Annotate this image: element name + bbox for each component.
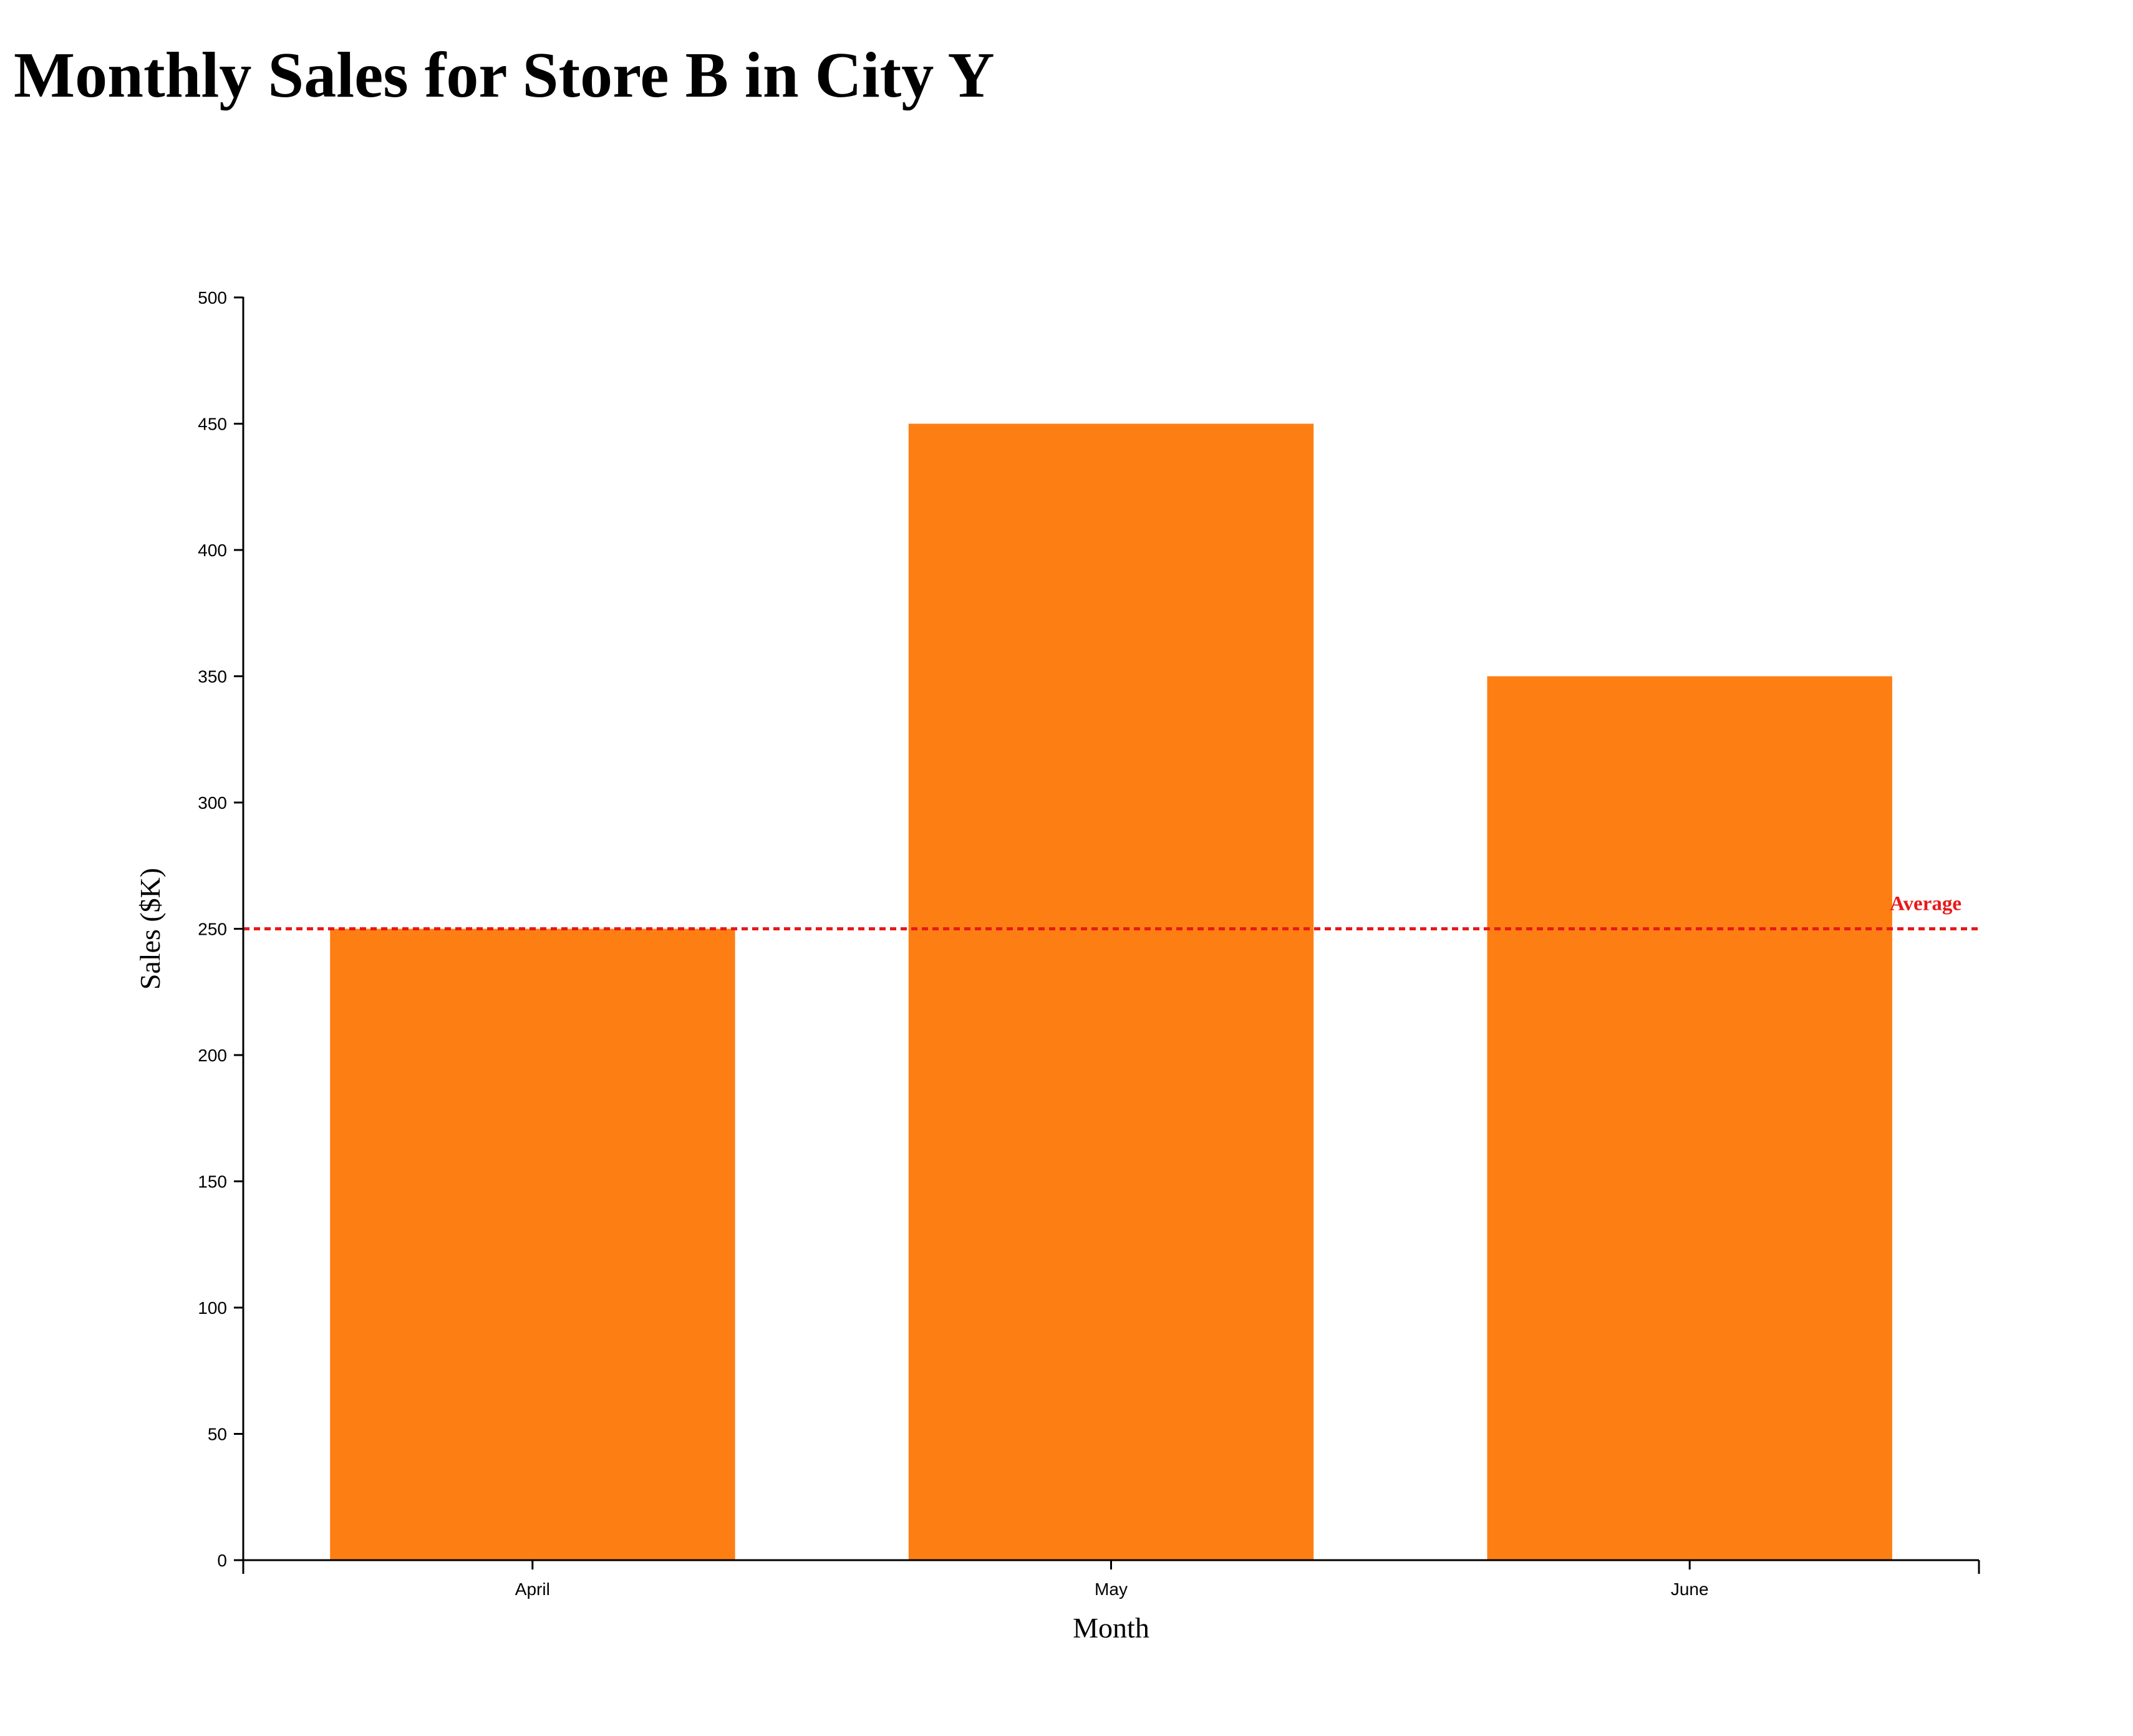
bar-june [1487,676,1892,1560]
bar-april [330,928,735,1560]
bar-may [908,423,1314,1560]
x-axis-title: Month [1073,1612,1149,1644]
y-tick-label: 350 [198,667,227,687]
y-axis-title: Sales ($K) [134,868,166,990]
bars [330,423,1892,1560]
x-tick-label: April [515,1579,550,1599]
axes: 0 50 100 150 200 250 300 350 400 450 500 April May Ju… [198,288,1980,1599]
average-line-label: Average [1890,893,1961,915]
average-line-group: Average [243,893,1980,930]
y-tick-label: 50 [208,1425,227,1444]
y-tick-label: 0 [217,1551,227,1570]
y-tick-label: 500 [198,288,227,307]
y-tick-label: 400 [198,541,227,560]
y-tick-label: 100 [198,1298,227,1318]
y-tick-label: 300 [198,793,227,813]
y-tick-label: 200 [198,1046,227,1065]
y-tick-label: 150 [198,1172,227,1192]
x-tick-label: June [1671,1579,1709,1599]
x-tick-label: May [1095,1579,1128,1599]
chart-title: Monthly Sales for Store B in City Y [14,39,995,111]
y-tick-label: 250 [198,920,227,939]
y-tick-label: 450 [198,415,227,434]
